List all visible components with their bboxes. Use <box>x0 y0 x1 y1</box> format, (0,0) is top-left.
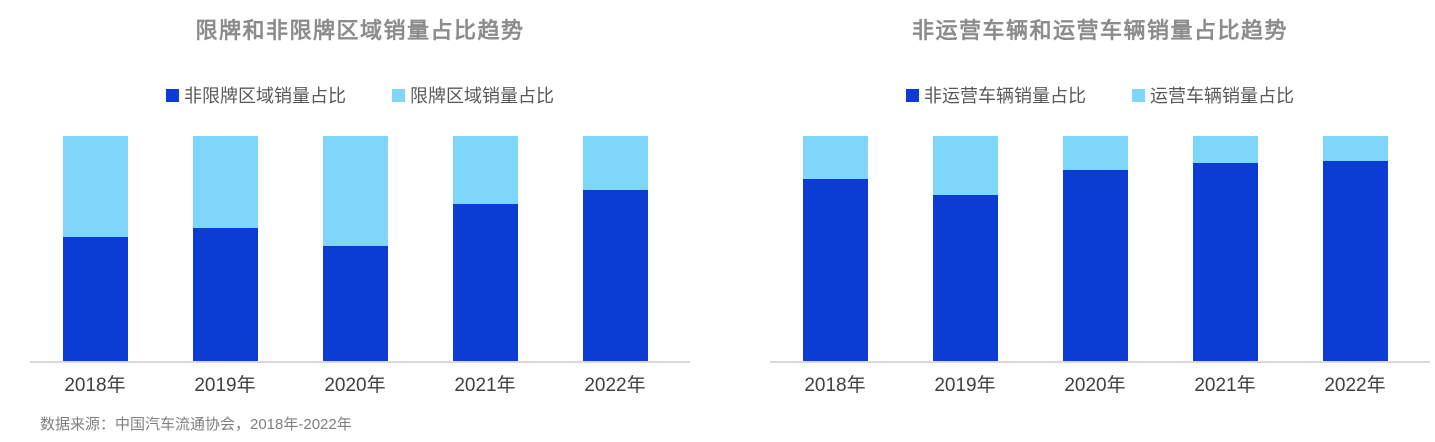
bar-segment <box>193 228 258 361</box>
legend-item: 限牌区域销量占比 <box>392 82 554 108</box>
x-axis-label: 2018年 <box>804 375 866 396</box>
bar-segment <box>453 203 518 361</box>
x-axis-label: 2022年 <box>584 375 646 396</box>
legend: 非限牌区域销量占比 限牌区域销量占比 <box>30 84 690 106</box>
bar-segment <box>323 246 388 361</box>
bar-segment <box>63 237 128 361</box>
bar-segment <box>193 136 258 229</box>
bar-segment <box>803 136 868 179</box>
x-axis-label: 2021年 <box>1194 375 1256 396</box>
x-axis-label: 2020年 <box>1064 375 1126 396</box>
bar-segment <box>1323 136 1388 161</box>
source-note: 数据来源：中国汽车流通协会，2018年-2022年 <box>40 416 352 433</box>
x-axis-label: 2019年 <box>194 375 256 396</box>
bar-segment <box>453 136 518 204</box>
legend-label: 运营车辆销量占比 <box>1150 86 1294 106</box>
chart-operating-vehicles: 非运营车辆和运营车辆销量占比趋势 非运营车辆销量占比 运营车辆销量占比 2018年… <box>770 0 1430 399</box>
stacked-bar <box>1193 136 1258 361</box>
bar-segment <box>1193 136 1258 163</box>
bar-segment <box>583 190 648 361</box>
x-axis-label: 2019年 <box>934 375 996 396</box>
x-axis-label: 2018年 <box>64 375 126 396</box>
chart-title: 限牌和非限牌区域销量占比趋势 <box>195 18 525 43</box>
bar-segment <box>933 194 998 361</box>
chart-title: 非运营车辆和运营车辆销量占比趋势 <box>911 18 1288 43</box>
x-axis-labels: 2018年 2019年 2020年 2021年 2022年 <box>770 373 1430 399</box>
x-axis-label: 2022年 <box>1324 375 1386 396</box>
plot-area <box>770 136 1430 363</box>
bar-segment <box>1063 136 1128 170</box>
bar-segment <box>1323 160 1388 361</box>
legend-item: 非限牌区域销量占比 <box>166 82 346 108</box>
legend-item: 运营车辆销量占比 <box>1132 82 1294 108</box>
legend-swatch-icon <box>392 88 405 102</box>
stacked-bar <box>583 136 648 361</box>
bar-segment <box>1193 163 1258 361</box>
legend: 非运营车辆销量占比 运营车辆销量占比 <box>770 84 1430 106</box>
stacked-bar <box>1323 136 1388 361</box>
stacked-bar <box>803 136 868 361</box>
charts-row: 限牌和非限牌区域销量占比趋势 非限牌区域销量占比 限牌区域销量占比 2018年 20… <box>30 0 1435 399</box>
plot-area <box>30 136 690 363</box>
stacked-bar <box>323 136 388 361</box>
x-axis-labels: 2018年 2019年 2020年 2021年 2022年 <box>30 373 690 399</box>
stacked-bar <box>453 136 518 361</box>
bar-segment <box>803 178 868 361</box>
x-axis-label: 2021年 <box>454 375 516 396</box>
stacked-bar <box>933 136 998 361</box>
bar-segment <box>323 136 388 247</box>
stacked-bar <box>63 136 128 361</box>
legend-swatch-icon <box>166 88 179 102</box>
stacked-bar <box>193 136 258 361</box>
bar-segment <box>583 136 648 190</box>
legend-label: 非限牌区域销量占比 <box>184 86 346 106</box>
legend-swatch-icon <box>1132 88 1145 102</box>
bar-segment <box>933 136 998 195</box>
legend-swatch-icon <box>906 88 919 102</box>
legend-item: 非运营车辆销量占比 <box>906 82 1086 108</box>
stacked-bar <box>1063 136 1128 361</box>
legend-label: 非运营车辆销量占比 <box>924 86 1086 106</box>
bar-segment <box>63 136 128 238</box>
chart-restricted-regions: 限牌和非限牌区域销量占比趋势 非限牌区域销量占比 限牌区域销量占比 2018年 20… <box>30 0 690 399</box>
bar-segment <box>1063 169 1128 361</box>
legend-label: 限牌区域销量占比 <box>410 86 554 106</box>
x-axis-label: 2020年 <box>324 375 386 396</box>
